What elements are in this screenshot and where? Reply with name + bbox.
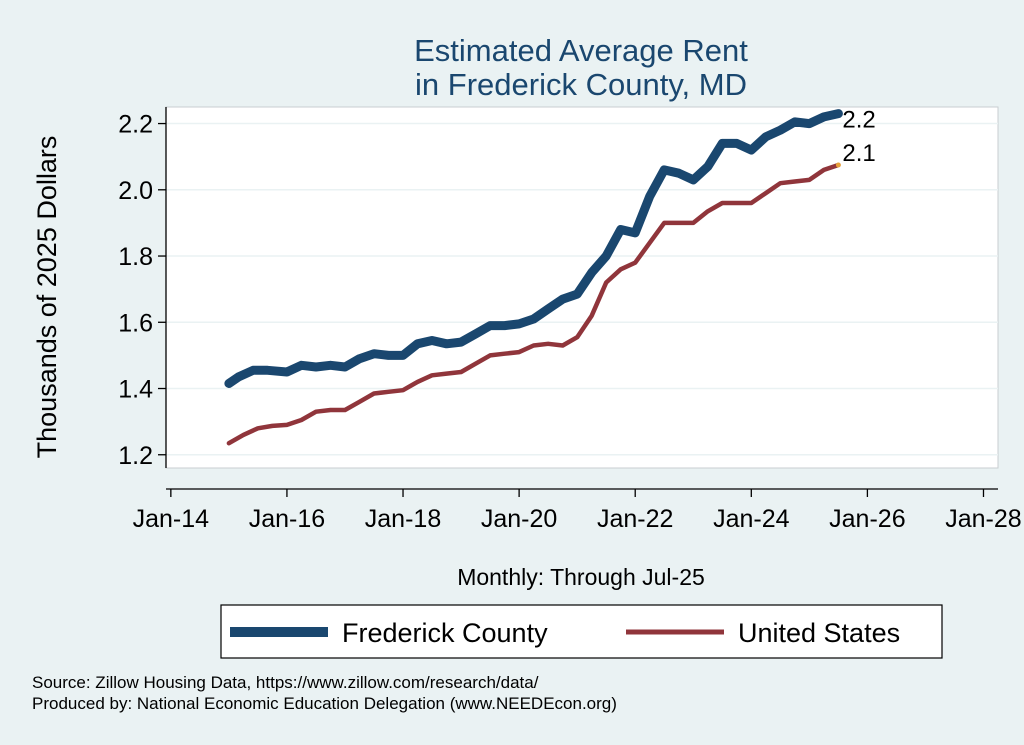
series-end-marker xyxy=(835,162,841,168)
y-axis-label: Thousands of 2025 Dollars xyxy=(32,136,62,459)
y-tick-label: 1.8 xyxy=(118,243,153,271)
x-tick-label: Jan-24 xyxy=(713,505,790,533)
x-tick-label: Jan-14 xyxy=(133,505,210,533)
series-end-label: 2.2 xyxy=(842,107,875,134)
legend-label-united-states: United States xyxy=(738,618,900,648)
y-tick-label: 1.6 xyxy=(118,309,153,337)
x-tick-label: Jan-20 xyxy=(481,505,557,533)
series-end-label: 2.1 xyxy=(842,140,875,167)
x-tick-label: Jan-28 xyxy=(945,505,1021,533)
y-tick-label: 2.0 xyxy=(118,177,153,205)
x-tick-label: Jan-18 xyxy=(365,505,441,533)
chart-title-line-2: in Frederick County, MD xyxy=(415,67,747,102)
series-line-frederick-county xyxy=(224,109,843,388)
x-tick-label: Jan-26 xyxy=(829,505,905,533)
y-tick-label: 2.2 xyxy=(118,111,153,139)
chart-title-line-1: Estimated Average Rent xyxy=(414,33,748,68)
gridlines xyxy=(166,122,998,456)
source-note: Source: Zillow Housing Data, https://www… xyxy=(32,673,539,692)
x-axis: Jan-14 Jan-16 Jan-18 Jan-20 Jan-22 Jan-24 Jan-… xyxy=(133,488,1022,533)
y-tick-label: 1.2 xyxy=(118,442,153,470)
x-tick-label: Jan-16 xyxy=(249,505,325,533)
legend-box xyxy=(220,604,943,659)
legend-label-frederick-county: Frederick County xyxy=(342,618,548,648)
producer-note: Produced by: National Economic Education… xyxy=(32,694,617,713)
legend: Frederick County United States xyxy=(220,604,943,659)
y-tick-label: 1.4 xyxy=(118,376,153,404)
series-line-united-states xyxy=(226,162,841,446)
y-axis: 1.2 1.4 1.6 1.8 2.0 2.2 xyxy=(118,107,167,470)
chart-footer: Source: Zillow Housing Data, https://www… xyxy=(32,672,617,714)
series-layer: 2.22.1 xyxy=(224,107,876,446)
x-tick-label: Jan-22 xyxy=(597,505,673,533)
x-axis-label: Monthly: Through Jul-25 xyxy=(457,564,705,590)
